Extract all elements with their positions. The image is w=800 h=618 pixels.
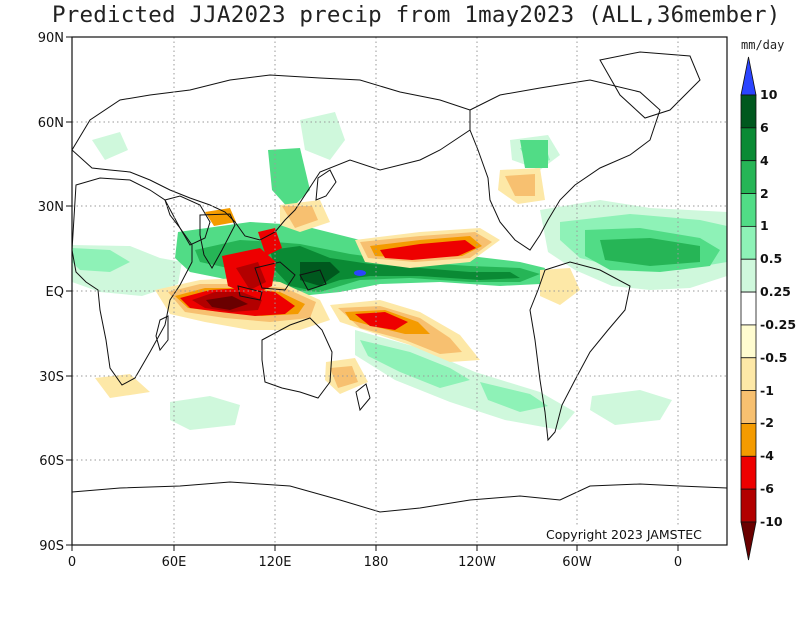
colorbar-segment: [740, 193, 757, 227]
lat-tick-label: 90S: [39, 539, 64, 554]
map-title: Predicted JJA2023 precip from 1may2023 (…: [52, 2, 781, 28]
lat-tick-label: 90N: [38, 31, 64, 46]
colorbar-segment: [740, 127, 757, 162]
lat-tick-labels: 90N 60N 30N EQ 30S 60S 90S: [38, 31, 64, 554]
colorbar-segment: [740, 94, 757, 129]
gridlines: [72, 37, 727, 545]
lon-tick-label: 60W: [562, 555, 592, 570]
units-label: mm/day: [741, 38, 785, 52]
colorbar-label: -0.25: [760, 316, 797, 332]
lon-tick-labels: 0 60E 120E 180 120W 60W 0: [68, 555, 682, 570]
precip-heavy-positive: [270, 246, 520, 290]
colorbar: [740, 56, 757, 561]
lat-tick-label: EQ: [46, 285, 64, 300]
lon-tick-label: 180: [364, 555, 389, 570]
colorbar-label: 6: [760, 119, 769, 135]
precip-max-positive: [354, 270, 366, 276]
lon-tick-label: 0: [68, 555, 76, 570]
precip-extreme-positive: [300, 262, 340, 286]
colorbar-extend-low: [740, 521, 757, 561]
coastlines: [72, 51, 727, 513]
lon-tick-label: 60E: [162, 555, 187, 570]
lat-tick-label: 30S: [39, 370, 64, 385]
colorbar-label: 1: [760, 218, 769, 234]
colorbar-label: -2: [760, 415, 774, 431]
colorbar-segment: [740, 488, 757, 523]
colorbar-label: 0.5: [760, 251, 783, 267]
colorbar-label: -0.5: [760, 349, 788, 365]
colorbar-label: -6: [760, 481, 774, 497]
colorbar-label: -4: [760, 448, 774, 464]
lon-tick-label: 120W: [458, 555, 496, 570]
lat-tick-label: 60N: [38, 116, 64, 131]
lon-tick-label: 120E: [258, 555, 291, 570]
colorbar-segment: [740, 160, 757, 194]
colorbar-segment: [740, 357, 757, 392]
colorbar-segment: [740, 324, 757, 359]
colorbar-segment: [740, 455, 757, 490]
colorbar-label: 0.25: [760, 284, 791, 300]
lat-tick-label: 30N: [38, 200, 64, 215]
colorbar-label: -10: [760, 514, 783, 529]
colorbar-label: -1: [760, 382, 774, 398]
colorbar-extend-high: [740, 56, 757, 96]
lat-tick-label: 60S: [39, 454, 64, 469]
colorbar-segment: [740, 291, 757, 326]
colorbar-segment: [740, 423, 757, 457]
colorbar-label: 4: [760, 152, 769, 168]
colorbar-label: 2: [760, 185, 769, 201]
colorbar-segment: [740, 390, 757, 424]
colorbar-segment: [740, 225, 757, 260]
copyright-notice: Copyright 2023 JAMSTEC: [546, 527, 702, 542]
lon-tick-label: 0: [674, 555, 682, 570]
colorbar-label: 10: [760, 87, 778, 102]
precip-extreme-negative: [206, 296, 248, 310]
colorbar-segment: [740, 258, 757, 293]
axis-ticks: [66, 36, 679, 551]
